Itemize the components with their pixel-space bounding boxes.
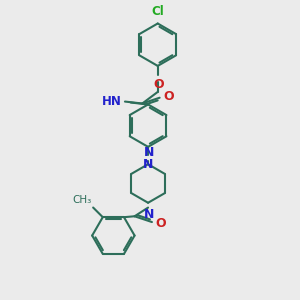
Text: N: N [143, 158, 153, 171]
Text: O: O [156, 217, 167, 230]
Text: N: N [144, 146, 154, 159]
Text: HN: HN [102, 95, 122, 108]
Text: CH₃: CH₃ [72, 195, 91, 205]
Text: O: O [164, 90, 174, 103]
Text: Cl: Cl [151, 5, 164, 18]
Text: O: O [153, 78, 164, 92]
Text: N: N [144, 208, 154, 220]
